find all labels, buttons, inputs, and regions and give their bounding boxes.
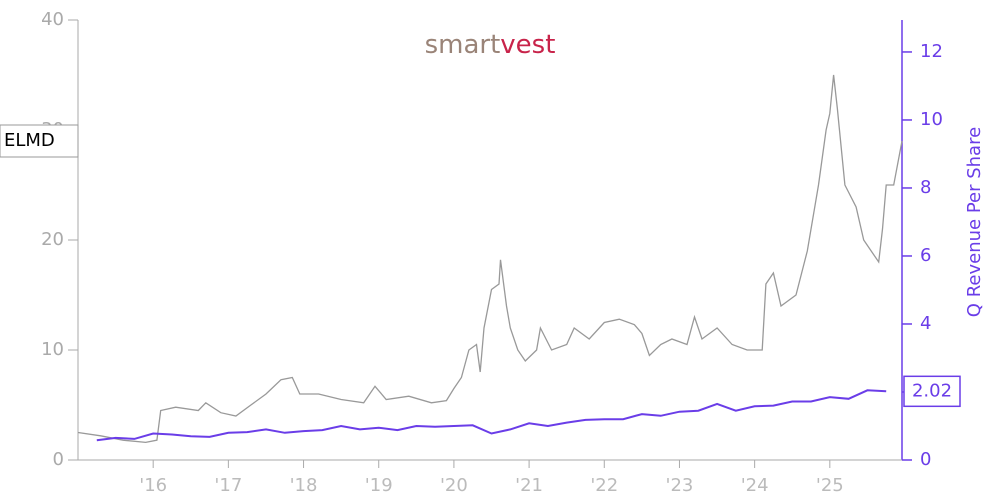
x-tick-label: '22	[590, 475, 618, 496]
y-tick-label: 10	[41, 339, 64, 360]
x-tick-label: '17	[214, 475, 242, 496]
series-line	[96, 389, 887, 442]
y-tick-label: 0	[53, 449, 64, 470]
x-tick-label: '24	[741, 475, 769, 496]
series-label: ELMD	[4, 130, 55, 151]
watermark-part: vest	[500, 30, 555, 60]
x-tick-label: '19	[365, 475, 393, 496]
y2-tick-label: 0	[920, 449, 931, 470]
x-tick-label: '16	[139, 475, 167, 496]
y2-tick-label: 8	[920, 177, 931, 198]
x-tick-label: '23	[666, 475, 694, 496]
x-tick-label: '18	[290, 475, 318, 496]
y2-tick-label: 12	[920, 41, 943, 62]
y-tick-label: 20	[41, 229, 64, 250]
y2-tick-label: 4	[920, 313, 931, 334]
y2-tick-label: 6	[920, 245, 931, 266]
y-tick-label: 40	[41, 9, 64, 30]
series-label-box	[0, 124, 79, 158]
x-tick-label: '25	[816, 475, 844, 496]
x-tick-label: '20	[440, 475, 468, 496]
x-tick-label: '21	[515, 475, 543, 496]
value-label-box	[903, 375, 961, 408]
series-line	[77, 74, 903, 444]
watermark: smartvest	[425, 30, 556, 60]
watermark-part: smart	[425, 30, 501, 60]
y2-axis-label: Q Revenue Per Share	[964, 127, 985, 317]
y2-tick-label: 10	[920, 109, 943, 130]
value-label: 2.02	[912, 380, 952, 401]
